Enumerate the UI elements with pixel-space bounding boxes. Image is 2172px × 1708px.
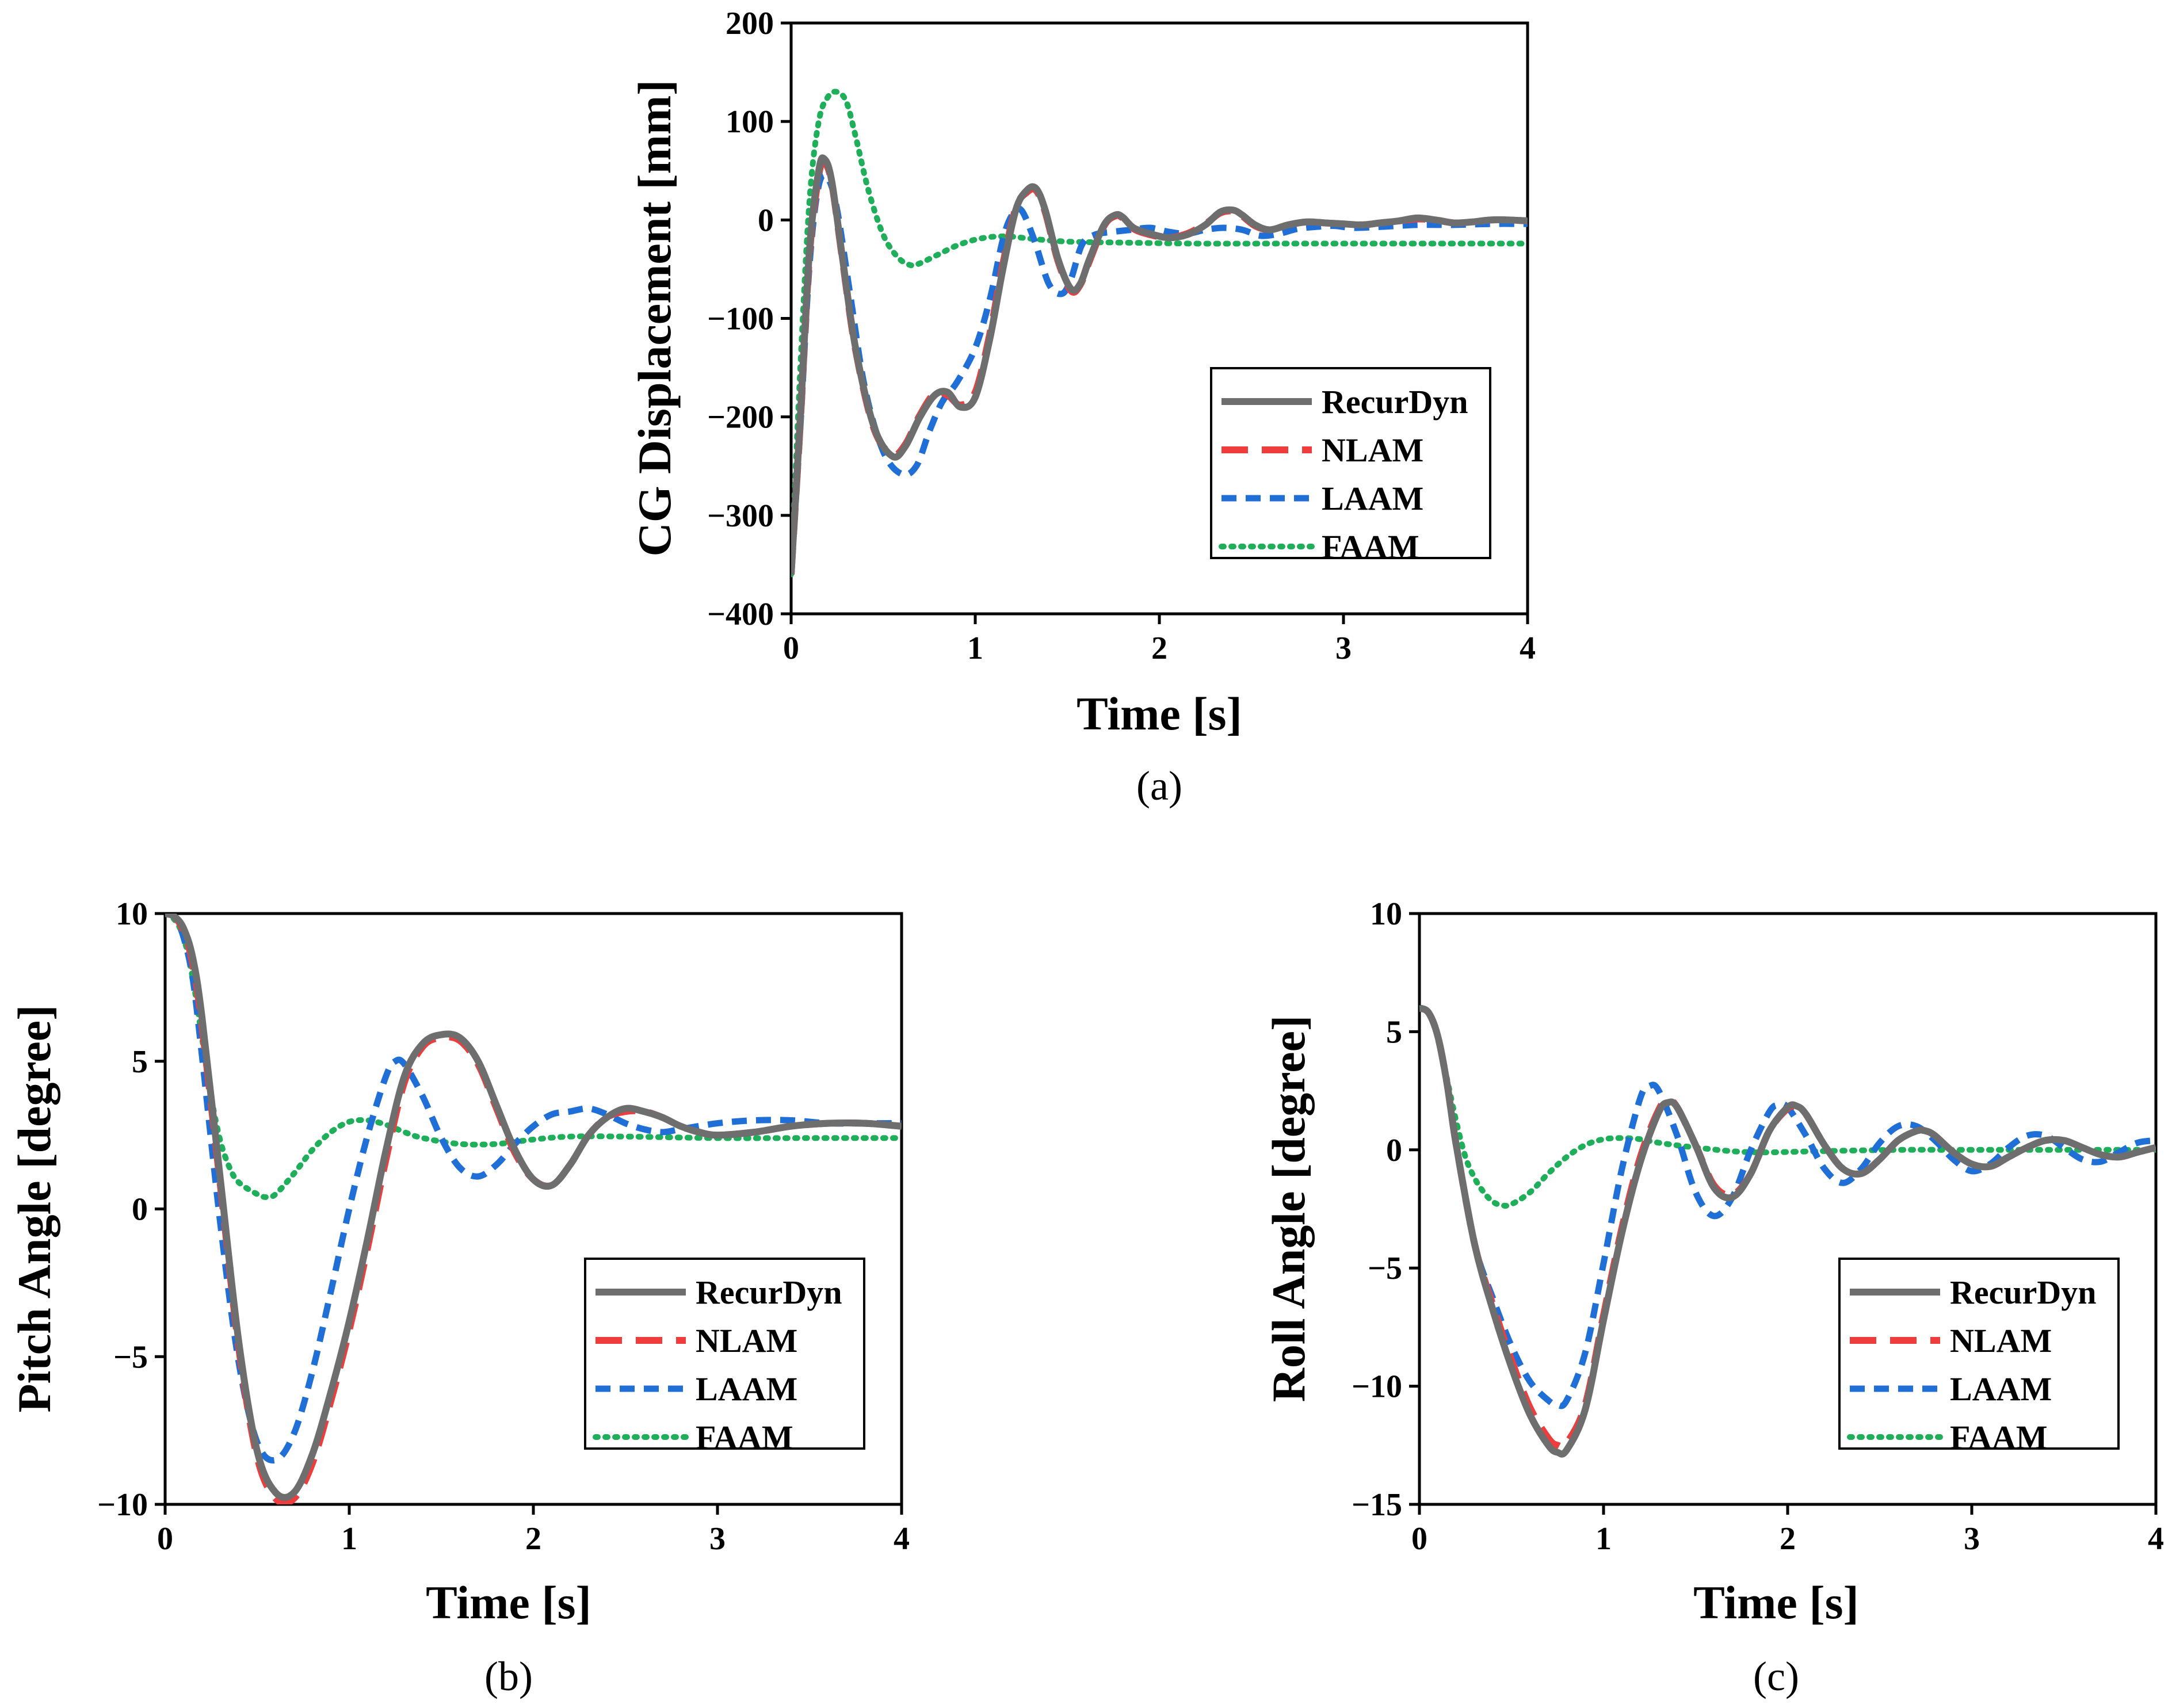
y-axis-label: CG Displacement [mm] [628,80,681,557]
series-line-faam [791,89,1528,578]
x-tick-label: 4 [2148,1521,2164,1557]
x-axis-label: Time [s] [426,1576,591,1629]
x-tick-label: 2 [525,1521,541,1557]
y-tick-label: −300 [707,498,774,534]
y-tick-label: 5 [132,1044,148,1080]
x-axis-label: Time [s] [1693,1576,1859,1629]
y-tick-label: 0 [758,202,774,238]
y-tick-label: −15 [1352,1487,1402,1523]
legend-label-recurdyn: RecurDyn [1950,1274,2097,1311]
y-tick-label: 10 [1370,896,1402,932]
series-line-recurdyn [1419,1004,2156,1458]
x-tick-label: 0 [1411,1521,1427,1557]
legend-label-recurdyn: RecurDyn [696,1274,842,1311]
series-line-recurdyn [791,154,1528,575]
caption: (b) [484,1653,533,1699]
y-axis-label: Pitch Angle [degree] [8,1005,60,1413]
y-tick-label: 0 [1386,1133,1402,1168]
legend-label-laam: LAAM [1322,480,1423,517]
y-tick-label: −5 [1368,1251,1402,1286]
y-tick-label: 5 [1386,1014,1402,1050]
y-tick-label: −10 [97,1487,148,1523]
chart-cg-displacement: −400 −300 −200 −100 0 100 200 0 1 2 3 4 RecurDyn NLA… [628,6,1536,809]
y-tick-label: 10 [116,896,148,932]
legend-label-laam: LAAM [696,1370,797,1408]
x-tick-label: 2 [1151,631,1167,666]
y-axis-label: Roll Angle [degree] [1262,1015,1315,1403]
x-tick-label: 3 [709,1521,726,1557]
x-tick-label: 1 [341,1521,357,1557]
y-tick-label: 100 [726,104,774,140]
legend-label-nlam: NLAM [1950,1322,2052,1359]
y-tick-label: −10 [1352,1369,1402,1405]
x-axis-label: Time [s] [1077,687,1242,740]
y-tick-label: 0 [132,1192,148,1228]
x-tick-label: 1 [967,631,983,666]
legend-label-faam: FAAM [696,1419,793,1456]
series-line-laam [165,914,902,1464]
y-tick-label: −5 [113,1339,148,1375]
x-tick-label: 2 [1780,1521,1796,1557]
legend-label-nlam: NLAM [696,1322,797,1359]
legend-label-laam: LAAM [1950,1370,2052,1408]
chart-roll-angle: −15 −10 −5 0 5 10 0 1 2 3 4 RecurDyn NLAM LAAM FAAM R… [1262,896,2164,1699]
x-tick-label: 4 [1520,631,1536,666]
series-line-recurdyn [165,914,902,1501]
legend-label-faam: FAAM [1950,1419,2048,1456]
legend-label-recurdyn: RecurDyn [1322,383,1468,421]
y-tick-label: −400 [707,597,774,632]
y-tick-label: 200 [726,6,774,41]
x-tick-label: 0 [157,1521,173,1557]
caption: (a) [1136,763,1182,809]
x-tick-label: 0 [783,631,799,666]
x-tick-label: 3 [1335,631,1352,666]
x-tick-label: 4 [894,1521,910,1557]
legend-label-nlam: NLAM [1322,431,1423,469]
x-tick-label: 3 [1964,1521,1980,1557]
legend-label-faam: FAAM [1322,528,1419,565]
y-tick-label: −200 [707,400,774,435]
chart-pitch-angle: −10 −5 0 5 10 0 1 2 3 4 RecurDyn NLAM LAAM FAAM Pitc… [8,896,910,1699]
y-tick-label: −100 [707,301,774,337]
caption: (c) [1753,1653,1799,1699]
x-tick-label: 1 [1595,1521,1612,1557]
series-line-faam [165,914,902,1201]
